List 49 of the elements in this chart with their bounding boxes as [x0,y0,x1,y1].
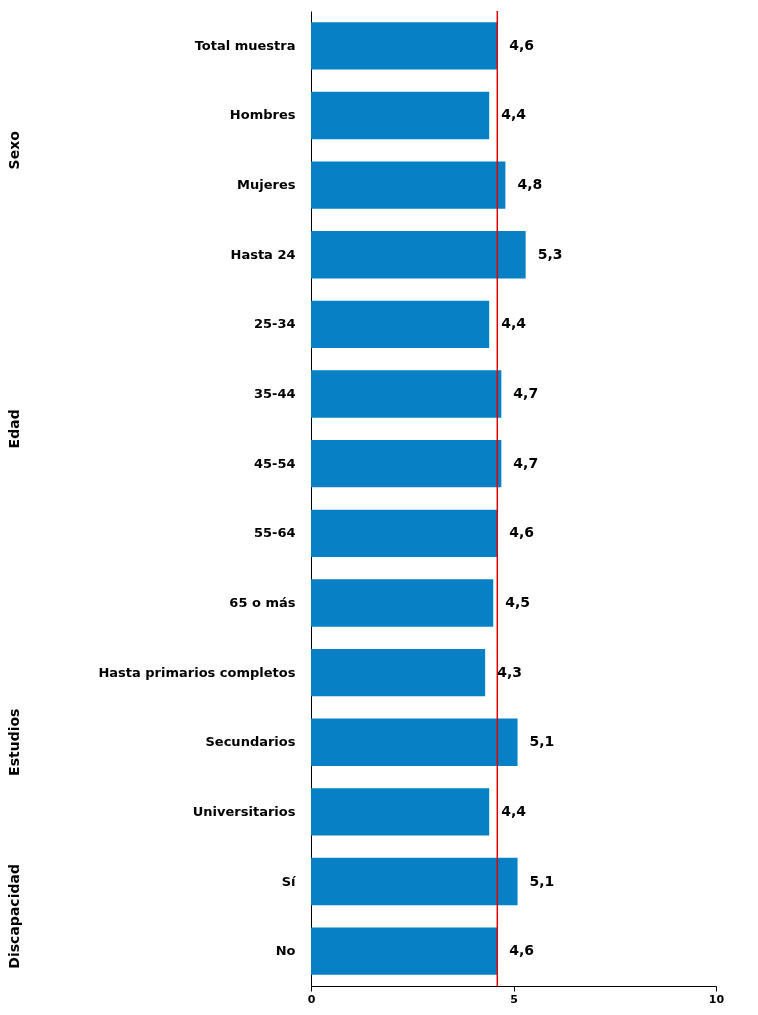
bar [311,440,502,488]
y-tick-label: Total muestra [194,37,296,53]
bar [311,857,518,906]
x-tick-label: 0 [307,992,316,1006]
y-tick-label: Secundarios [205,734,296,750]
bar [311,509,498,557]
y-tick-label: Mujeres [237,177,296,193]
y-tick-label: Universitarios [192,803,296,819]
data-label: 5,1 [529,733,555,750]
bar [311,300,490,349]
data-label: 4,6 [509,524,535,541]
data-label: 4,4 [501,106,527,123]
bar [311,231,526,279]
bar [311,579,494,627]
bar [311,161,506,209]
y-tick-label: 55-64 [253,525,296,541]
data-label: 4,3 [497,663,522,680]
y-tick-label: Hasta primarios completos [98,664,296,680]
y-tick-label: 65 o más [229,594,296,610]
data-label: 4,6 [509,36,535,53]
bar [311,648,486,697]
data-label: 4,7 [513,385,539,402]
x-tick-label: 5 [510,992,518,1006]
data-label: 4,5 [505,593,531,610]
y-tick-label: 35-44 [253,386,296,402]
text: Sexo [6,130,22,170]
bar [311,927,498,975]
x-tick-label: 10 [708,992,725,1006]
bar [311,718,518,766]
y-tick-label: No [275,943,296,959]
data-label: 5,3 [537,245,563,262]
y-tick-label: Hasta 24 [230,246,296,262]
data-label: 5,1 [529,872,555,889]
text: Estudios [6,708,22,776]
text: Discapacidad [6,864,22,969]
data-label: 4,4 [501,802,527,819]
data-label: 4,6 [509,942,535,959]
data-label: 4,7 [513,454,539,471]
y-tick-label: 25-34 [253,316,296,332]
text: Edad [6,409,22,449]
y-tick-label: Sí [281,873,298,889]
data-label: 4,8 [517,176,543,193]
bar [311,22,498,70]
data-label: 4,4 [501,315,527,332]
bar [311,370,502,418]
y-tick-label: Hombres [229,107,296,123]
bar [311,788,490,836]
y-tick-label: 45-54 [253,455,296,471]
bar [311,91,490,140]
